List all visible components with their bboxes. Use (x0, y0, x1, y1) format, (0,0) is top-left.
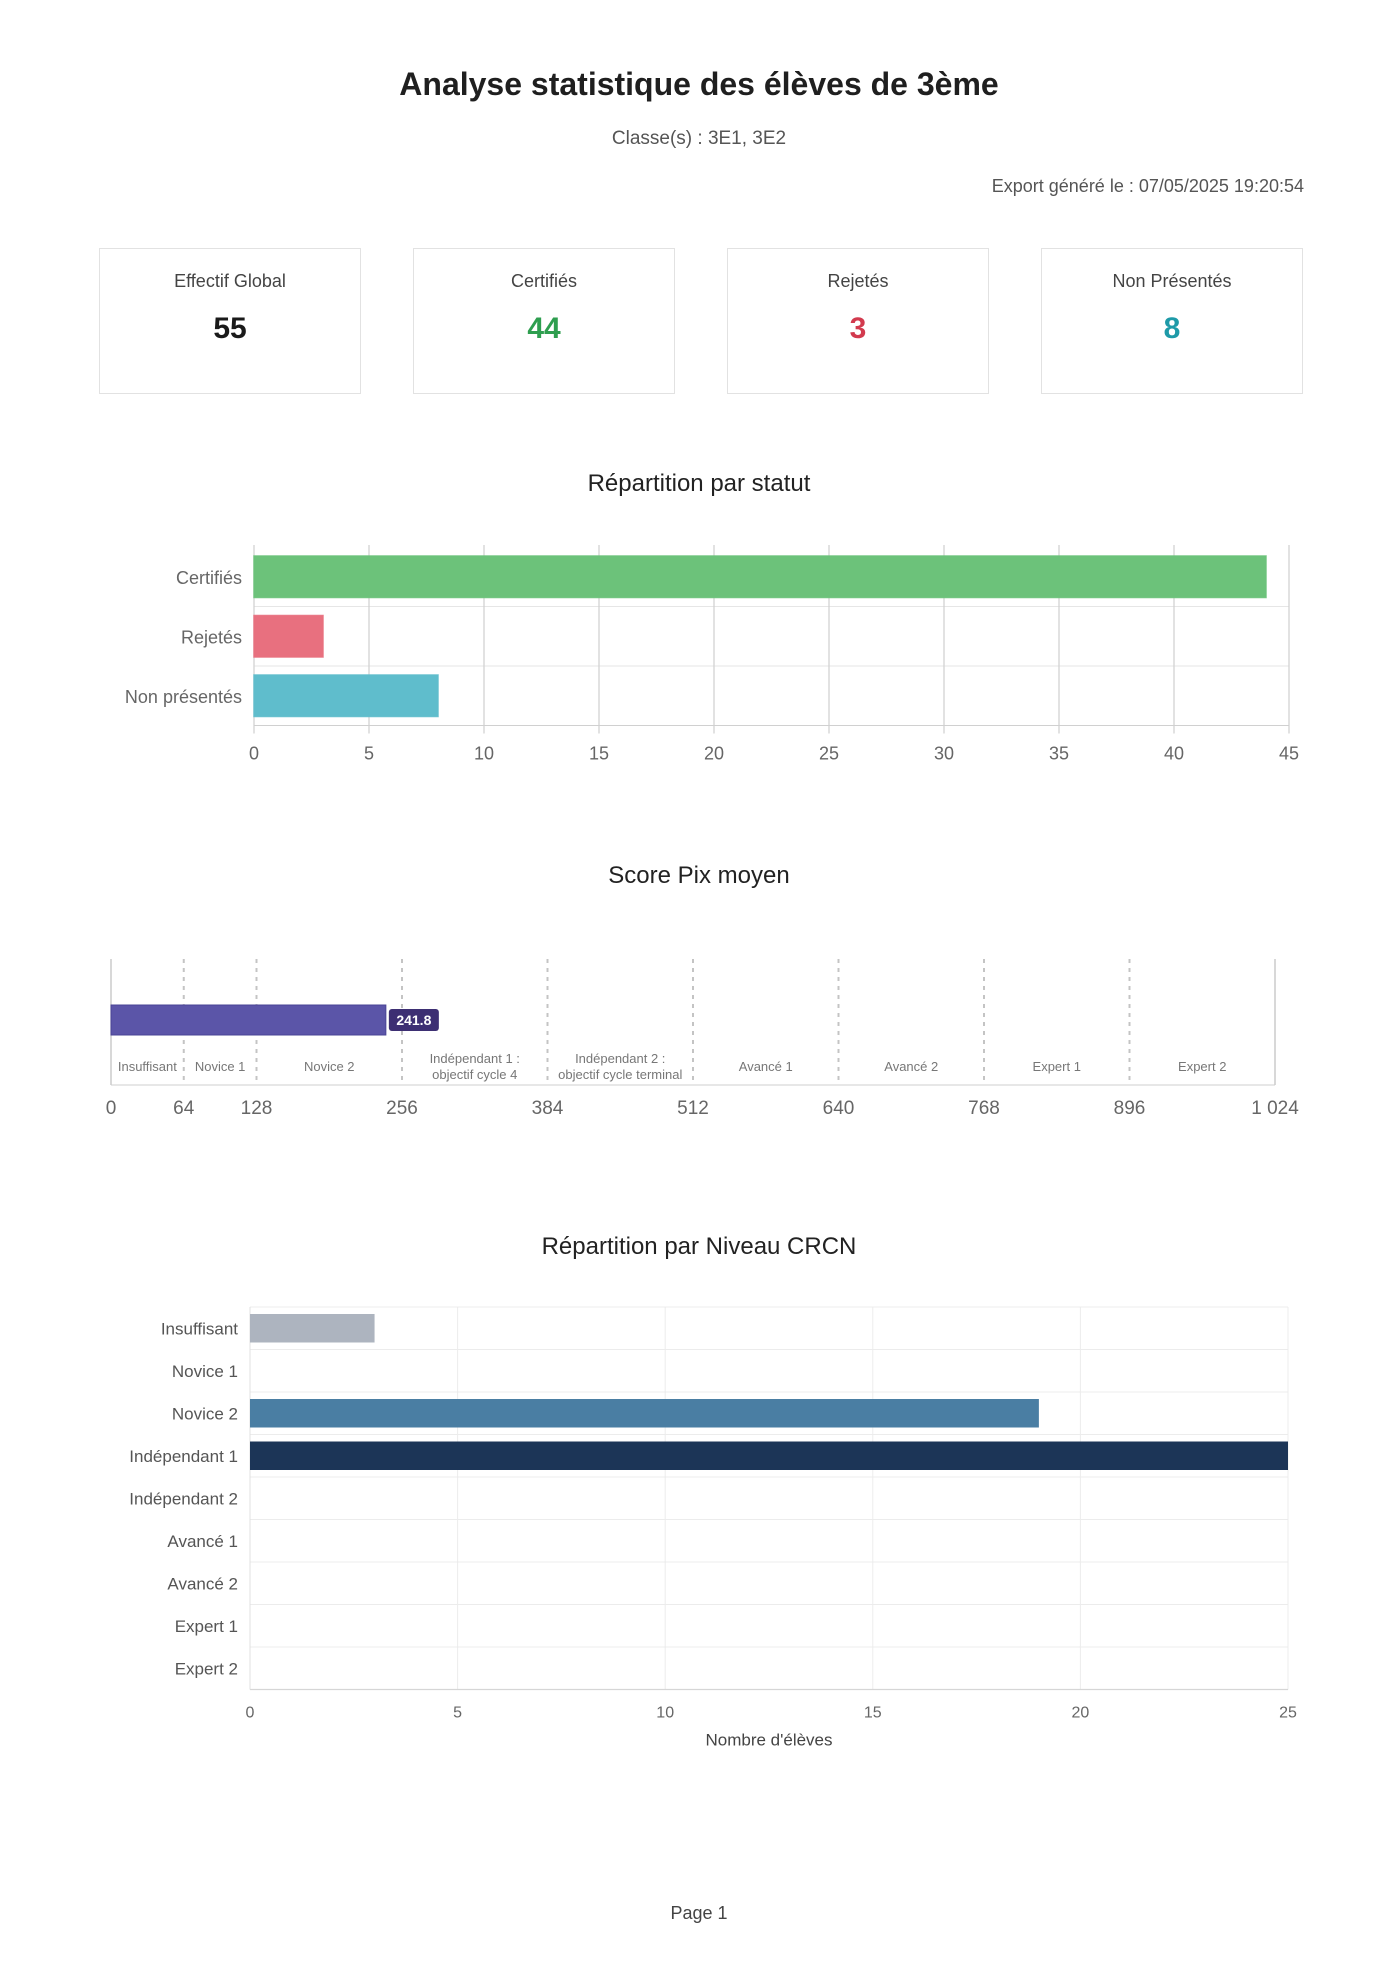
category-label: Certifiés (176, 568, 242, 588)
card-value: 3 (849, 312, 867, 345)
x-tick-label: 512 (677, 1098, 709, 1119)
zone-label: Novice 2 (304, 1059, 355, 1074)
score-value-badge (388, 1009, 439, 1031)
x-tick-label: 0 (106, 1098, 117, 1119)
x-tick-label: 384 (532, 1098, 564, 1119)
score-value-label: 241.8 (396, 1012, 431, 1028)
x-tick-label: 40 (1164, 744, 1184, 764)
bar (250, 1314, 375, 1343)
x-tick-label: 25 (1279, 1705, 1297, 1722)
x-tick-label: 25 (819, 744, 839, 764)
page-title: Analyse statistique des élèves de 3ème (399, 66, 999, 102)
chart-status: 0 5 10 15 20 25 30 35 40 45 Certifiés Rejetés Non pr… (125, 545, 1299, 764)
bar (253, 674, 439, 718)
card-label: Effectif Global (174, 271, 286, 291)
x-tick-label: 15 (589, 744, 609, 764)
category-label: Indépendant 1 (129, 1447, 238, 1466)
x-tick-label: 128 (241, 1098, 273, 1119)
card-label: Certifiés (510, 271, 577, 291)
category-label: Expert 2 (175, 1659, 238, 1678)
x-tick-label: 10 (656, 1705, 674, 1722)
card-label: Rejetés (827, 271, 889, 291)
chart-status-title: Répartition par statut (587, 470, 811, 497)
chart-score-pix: Insuffisant Novice 1 Novice 2 Indépendant 1… (106, 959, 1299, 1119)
x-tick-label: 0 (246, 1705, 255, 1722)
zone-label: Avancé 2 (884, 1059, 938, 1074)
zone-label: objectif cycle 4 (432, 1067, 517, 1082)
x-tick-label: 30 (934, 744, 954, 764)
bar (253, 555, 1267, 599)
zone-label: Avancé 1 (739, 1059, 793, 1074)
category-label: Avancé 2 (167, 1574, 238, 1593)
page-number: Page 1 (670, 1903, 728, 1923)
zone-label: Insuffisant (118, 1059, 177, 1074)
x-tick-label: 20 (1072, 1705, 1090, 1722)
zone-label: objectif cycle terminal (558, 1067, 682, 1082)
x-tick-label: 45 (1279, 744, 1299, 764)
card-rejetes: Rejetés 3 (727, 248, 989, 394)
zone-label: Expert 2 (1178, 1059, 1226, 1074)
category-label: Novice 1 (172, 1362, 238, 1381)
category-label: Insuffisant (161, 1319, 238, 1338)
x-tick-label: 5 (453, 1705, 462, 1722)
bar (250, 1399, 1039, 1428)
card-label: Non Présentés (1112, 271, 1232, 291)
category-label: Expert 1 (175, 1617, 238, 1636)
x-tick-label: 0 (249, 744, 259, 764)
zone-label: Expert 1 (1033, 1059, 1081, 1074)
category-label: Non présentés (125, 687, 242, 707)
x-tick-label: 64 (173, 1098, 195, 1119)
x-tick-label: 768 (968, 1098, 1000, 1119)
x-tick-label: 1 024 (1251, 1098, 1299, 1119)
chart-crcn-title: Répartition par Niveau CRCN (541, 1233, 857, 1260)
card-non-presentes: Non Présentés 8 (1041, 248, 1303, 394)
x-tick-label: 5 (364, 744, 374, 764)
zone-label: Novice 1 (195, 1059, 246, 1074)
card-certifies: Certifiés 44 (413, 248, 675, 394)
card-effectif-global: Effectif Global 55 (99, 248, 361, 394)
score-bar (110, 1004, 387, 1036)
chart-score-title: Score Pix moyen (608, 862, 790, 889)
x-tick-label: 896 (1114, 1098, 1146, 1119)
x-tick-label: 640 (823, 1098, 855, 1119)
export-timestamp: Export généré le : 07/05/2025 19:20:54 (991, 176, 1304, 196)
card-value: 55 (213, 312, 247, 345)
zone-label: Indépendant 2 : (575, 1051, 665, 1066)
category-label: Novice 2 (172, 1404, 238, 1423)
category-label: Avancé 1 (167, 1532, 238, 1551)
class-subtitle: Classe(s) : 3E1, 3E2 (611, 128, 787, 149)
chart-crcn: 0 5 10 15 20 25 Insuffisant Novice 1 Novice 2 Ind… (129, 1306, 1297, 1750)
x-tick-label: 10 (474, 744, 494, 764)
category-label: Rejetés (181, 627, 242, 647)
card-value: 44 (527, 312, 561, 345)
x-tick-label: 35 (1049, 744, 1069, 764)
bar (253, 614, 324, 658)
x-tick-label: 15 (864, 1705, 882, 1722)
x-tick-label: 20 (704, 744, 724, 764)
card-value: 8 (1163, 312, 1181, 345)
zone-label: Indépendant 1 : (430, 1051, 520, 1066)
x-axis-title: Nombre d'élèves (705, 1731, 832, 1750)
category-label: Indépendant 2 (129, 1489, 238, 1508)
bar (250, 1441, 1288, 1470)
x-tick-label: 256 (386, 1098, 418, 1119)
